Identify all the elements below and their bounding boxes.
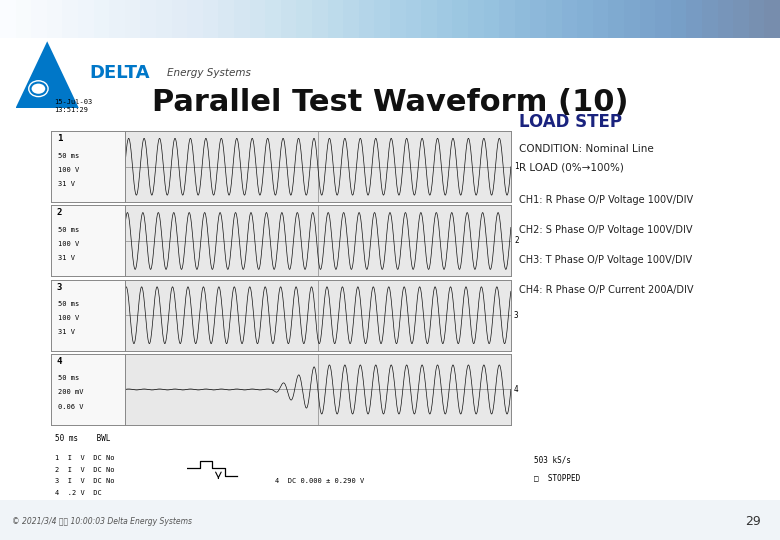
Text: 3  I  V  DC No: 3 I V DC No	[55, 478, 115, 484]
Text: 1: 1	[57, 134, 62, 143]
Text: CONDITION: Nominal Line: CONDITION: Nominal Line	[519, 144, 654, 154]
Text: 1: 1	[514, 162, 519, 171]
Text: 31 V: 31 V	[58, 255, 75, 261]
Text: 4  DC 0.000 ± 0.290 V: 4 DC 0.000 ± 0.290 V	[275, 478, 364, 484]
Text: 4: 4	[514, 385, 519, 394]
Text: 100 V: 100 V	[58, 241, 80, 247]
Text: 200 mV: 200 mV	[58, 389, 83, 395]
Text: 29: 29	[745, 515, 760, 528]
Text: CH2: S Phase O/P Voltage 100V/DIV: CH2: S Phase O/P Voltage 100V/DIV	[519, 225, 692, 235]
Text: 50 ms: 50 ms	[58, 375, 80, 381]
Text: R LOAD (0%→100%): R LOAD (0%→100%)	[519, 163, 623, 173]
Text: 2: 2	[514, 237, 519, 246]
Text: 2  I  V  DC No: 2 I V DC No	[55, 467, 115, 472]
Polygon shape	[16, 41, 79, 108]
Text: CH3: T Phase O/P Voltage 100V/DIV: CH3: T Phase O/P Voltage 100V/DIV	[519, 255, 692, 265]
Text: Energy Systems: Energy Systems	[167, 68, 250, 78]
Text: 4: 4	[57, 357, 62, 366]
Text: DELTA: DELTA	[89, 64, 150, 82]
Text: 503 kS/s: 503 kS/s	[534, 455, 570, 464]
Text: © 2021/3/4 上午 10:00:03 Delta Energy Systems: © 2021/3/4 上午 10:00:03 Delta Energy Syst…	[12, 517, 192, 526]
Text: 3: 3	[514, 310, 519, 320]
Text: 100 V: 100 V	[58, 167, 80, 173]
Text: 50 ms    BWL: 50 ms BWL	[55, 434, 111, 443]
Text: 50 ms: 50 ms	[58, 227, 80, 233]
Text: 2: 2	[57, 208, 62, 217]
Ellipse shape	[29, 81, 48, 97]
Text: CH1: R Phase O/P Voltage 100V/DIV: CH1: R Phase O/P Voltage 100V/DIV	[519, 195, 693, 205]
Text: 1  I  V  DC No: 1 I V DC No	[55, 455, 115, 461]
Text: 100 V: 100 V	[58, 315, 80, 321]
Text: 3: 3	[57, 282, 62, 292]
Text: 31 V: 31 V	[58, 329, 75, 335]
Text: 31 V: 31 V	[58, 181, 75, 187]
Text: Parallel Test Waveform (10): Parallel Test Waveform (10)	[152, 88, 628, 117]
Text: □  STOPPED: □ STOPPED	[534, 474, 580, 482]
Text: 15-Jul-03
13:51:29: 15-Jul-03 13:51:29	[55, 99, 93, 113]
Text: 50 ms: 50 ms	[58, 152, 80, 159]
Text: 50 ms: 50 ms	[58, 301, 80, 307]
Text: LOAD STEP: LOAD STEP	[519, 113, 622, 131]
Text: CH4: R Phase O/P Current 200A/DIV: CH4: R Phase O/P Current 200A/DIV	[519, 285, 693, 295]
Text: 0.06 V: 0.06 V	[58, 404, 83, 410]
Text: 4  .2 V  DC: 4 .2 V DC	[55, 489, 102, 496]
